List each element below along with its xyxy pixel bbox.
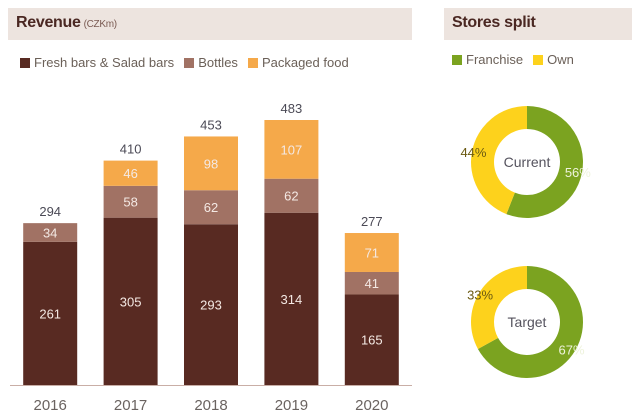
donut-pct-label: 44% — [460, 145, 486, 160]
bar-bottles-2020 — [344, 271, 399, 295]
bar-fresh-bars-salad-bars-2016 — [23, 241, 78, 385]
bar-value-label: 46 — [123, 166, 137, 181]
legend-item-bottles: Bottles — [184, 55, 238, 70]
legend-swatch-own — [533, 54, 544, 65]
bar-value-label: 62 — [284, 189, 298, 204]
legend-label-own: Own — [547, 52, 574, 67]
bar-value-label: 107 — [281, 142, 303, 157]
bar-fresh-bars-salad-bars-2019 — [264, 212, 319, 385]
bar-bottles-2018 — [184, 190, 238, 225]
bar-value-label: 165 — [361, 333, 383, 348]
legend-label-bottles: Bottles — [198, 55, 238, 70]
donut-slice-own-current — [470, 106, 527, 215]
x-tick-label: 2017 — [114, 397, 147, 414]
bar-total-label: 294 — [39, 204, 61, 219]
donut-pct-label: 33% — [467, 287, 493, 302]
legend-item-franchise: Franchise — [452, 52, 523, 67]
bar-packaged-food-2018 — [184, 136, 238, 191]
legend-item-packaged-food: Packaged food — [247, 55, 349, 70]
revenue-panel-header: Revenue (CZKm) — [8, 8, 412, 40]
stores-panel-header: Stores split — [444, 8, 632, 40]
legend-label-franchise: Franchise — [466, 52, 524, 67]
legend-swatch-bottles — [184, 57, 195, 68]
x-tick-label: 2020 — [355, 397, 388, 414]
donut-center-label: Target — [508, 314, 547, 330]
legend-swatch-packaged-food — [247, 57, 258, 68]
revenue-title: Revenue (CZKm) — [16, 14, 117, 32]
legend-label-packaged-food: Packaged food — [261, 55, 349, 70]
donut-slice-franchise-current — [506, 106, 583, 218]
x-tick-label: 2016 — [34, 397, 67, 414]
revenue-title-text: Revenue — [16, 14, 81, 31]
bar-value-label: 58 — [123, 195, 137, 210]
bar-packaged-food-2019 — [264, 120, 319, 179]
bar-fresh-bars-salad-bars-2018 — [184, 224, 238, 385]
legend-label-fresh-bars: Fresh bars & Salad bars — [34, 55, 175, 70]
bar-fresh-bars-salad-bars-2017 — [103, 217, 158, 385]
donut-slice-own-target — [471, 266, 527, 349]
bar-value-label: 41 — [365, 276, 379, 291]
bar-value-label: 71 — [365, 246, 379, 261]
legend-item-own: Own — [533, 52, 574, 67]
bar-total-label: 277 — [361, 214, 383, 229]
bar-total-label: 410 — [120, 142, 142, 157]
legend-swatch-franchise — [452, 54, 462, 65]
bar-value-label: 314 — [281, 292, 303, 307]
revenue-title-unit: (CZKm) — [83, 19, 118, 30]
bar-total-label: 453 — [200, 117, 222, 132]
bar-value-label: 293 — [200, 298, 222, 313]
donut-pct-label: 56% — [565, 165, 591, 180]
bar-value-label: 261 — [39, 306, 61, 321]
bar-packaged-food-2017 — [103, 160, 158, 186]
bar-bottles-2017 — [103, 185, 158, 218]
bar-bottles-2016 — [23, 223, 78, 242]
bar-bottles-2019 — [264, 178, 319, 213]
x-tick-label: 2019 — [275, 397, 308, 414]
donut-pct-label: 67% — [559, 343, 585, 358]
bar-value-label: 305 — [120, 294, 142, 309]
bar-total-label: 483 — [281, 101, 303, 116]
legend-item-fresh-bars: Fresh bars & Salad bars — [20, 55, 174, 70]
x-tick-label: 2018 — [194, 397, 227, 414]
bar-fresh-bars-salad-bars-2020 — [344, 294, 399, 385]
donut-center-label: Current — [504, 154, 551, 170]
revenue-legend: Fresh bars & Salad bars Bottles Packaged… — [20, 55, 359, 70]
bar-value-label: 62 — [204, 200, 218, 215]
donut-slice-franchise-target — [477, 266, 583, 379]
stores-legend: Franchise Own — [452, 52, 584, 67]
bar-value-label: 98 — [204, 156, 218, 171]
legend-swatch-fresh-bars — [20, 57, 30, 68]
bar-value-label: 34 — [43, 225, 57, 240]
stores-title: Stores split — [452, 14, 536, 31]
bar-packaged-food-2020 — [344, 233, 399, 272]
